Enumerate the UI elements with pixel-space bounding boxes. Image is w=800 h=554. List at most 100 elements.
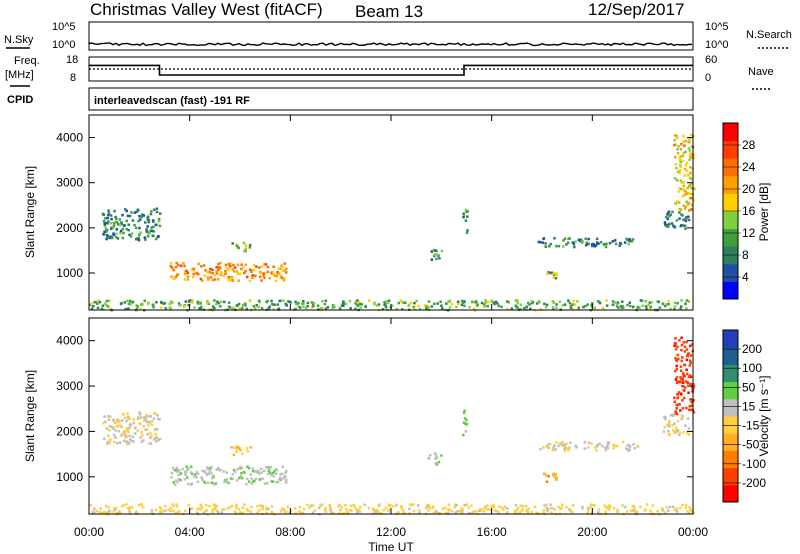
echo-cell	[107, 209, 110, 212]
echo-cell	[542, 446, 545, 449]
echo-cell	[639, 505, 642, 509]
echo-cell	[170, 300, 173, 303]
echo-cell	[330, 510, 333, 514]
echo-cell	[668, 505, 672, 509]
echo-cell	[160, 301, 164, 305]
echo-cell	[689, 361, 692, 365]
echo-cell	[510, 307, 513, 310]
echo-cell	[213, 504, 216, 507]
echo-cell	[689, 354, 693, 357]
echo-cell	[663, 511, 667, 514]
echo-cell	[235, 270, 239, 273]
echo-cell	[110, 227, 113, 231]
echo-cell	[114, 429, 117, 432]
echo-cell	[121, 213, 124, 217]
echo-cell	[227, 301, 231, 304]
nsky-bottom-tick: 10^0	[52, 39, 76, 51]
echo-cell	[264, 263, 268, 266]
echo-cell	[125, 427, 129, 430]
echo-cell	[685, 161, 689, 165]
echo-cell	[323, 302, 327, 306]
echo-cell	[428, 506, 432, 510]
echo-cell	[583, 447, 586, 450]
echo-cell	[454, 503, 457, 506]
echo-cell	[548, 443, 552, 446]
echo-cell	[217, 301, 220, 305]
echo-cell	[691, 343, 694, 346]
echo-cell	[555, 306, 558, 309]
echo-cell	[687, 174, 690, 177]
echo-cell	[225, 480, 229, 484]
echo-cell	[91, 510, 94, 513]
echo-cell	[266, 299, 269, 303]
echo-cell	[607, 442, 610, 446]
echo-cell	[667, 421, 671, 425]
echo-cell	[492, 301, 495, 304]
echo-cell	[289, 509, 293, 512]
echo-cell	[270, 505, 274, 508]
echo-cell	[480, 508, 483, 511]
echo-cell	[115, 420, 118, 423]
echo-cell	[215, 266, 218, 269]
echo-cell	[434, 249, 437, 252]
echo-cell	[606, 507, 609, 510]
echo-cell	[573, 303, 577, 306]
echo-cell	[374, 510, 377, 514]
echo-cell	[228, 506, 231, 509]
echo-cell	[681, 377, 684, 380]
echo-cell	[112, 433, 116, 437]
echo-cell	[195, 511, 199, 514]
echo-cell	[223, 300, 226, 304]
echo-cell	[90, 307, 94, 310]
echo-cell	[553, 237, 556, 240]
echo-cell	[277, 267, 280, 270]
echo-cell	[368, 299, 371, 302]
echo-cell	[574, 444, 577, 448]
echo-cell	[217, 268, 220, 272]
colorbar-frame	[722, 329, 739, 503]
echo-cell	[530, 300, 533, 303]
echo-cell	[251, 274, 254, 277]
echo-cell	[97, 299, 101, 302]
echo-cell	[103, 230, 106, 234]
echo-cell	[267, 472, 270, 475]
echo-cell	[433, 254, 436, 258]
echo-cell	[658, 306, 662, 309]
freq-strip: Freq. [MHz] 18 8 60 0 Nave	[5, 54, 774, 90]
echo-cell	[462, 421, 466, 424]
echo-cell	[476, 303, 480, 306]
echo-cell	[142, 416, 146, 419]
echo-cell	[276, 481, 280, 484]
echo-cell	[124, 433, 127, 436]
echo-cell	[279, 275, 283, 278]
echo-cell	[139, 307, 142, 310]
echo-cell	[230, 262, 233, 265]
echo-cell	[144, 221, 147, 224]
echo-cell	[503, 505, 507, 508]
echo-cell	[681, 381, 685, 384]
echo-cell	[686, 186, 689, 190]
echo-cell	[345, 508, 348, 511]
echo-cell	[294, 507, 297, 510]
echo-cell	[527, 301, 530, 305]
echo-cell	[103, 224, 107, 227]
echo-cell	[254, 470, 258, 473]
echo-cell	[270, 480, 273, 483]
echo-cell	[126, 415, 130, 419]
echo-cell	[604, 245, 608, 249]
echo-cell	[679, 148, 683, 151]
echo-cell	[200, 305, 203, 309]
echo-cell	[130, 506, 134, 509]
echo-cell	[237, 302, 241, 306]
echo-cell	[306, 301, 310, 305]
echo-cell	[615, 303, 619, 306]
echo-cell	[200, 476, 203, 479]
echo-cell	[214, 482, 218, 485]
echo-cell	[686, 203, 690, 206]
echo-cell	[666, 423, 669, 427]
echo-cell	[116, 237, 120, 240]
echo-cell	[210, 465, 213, 469]
echo-cell	[491, 505, 494, 508]
echo-cell	[584, 304, 587, 308]
echo-cell	[174, 275, 178, 278]
